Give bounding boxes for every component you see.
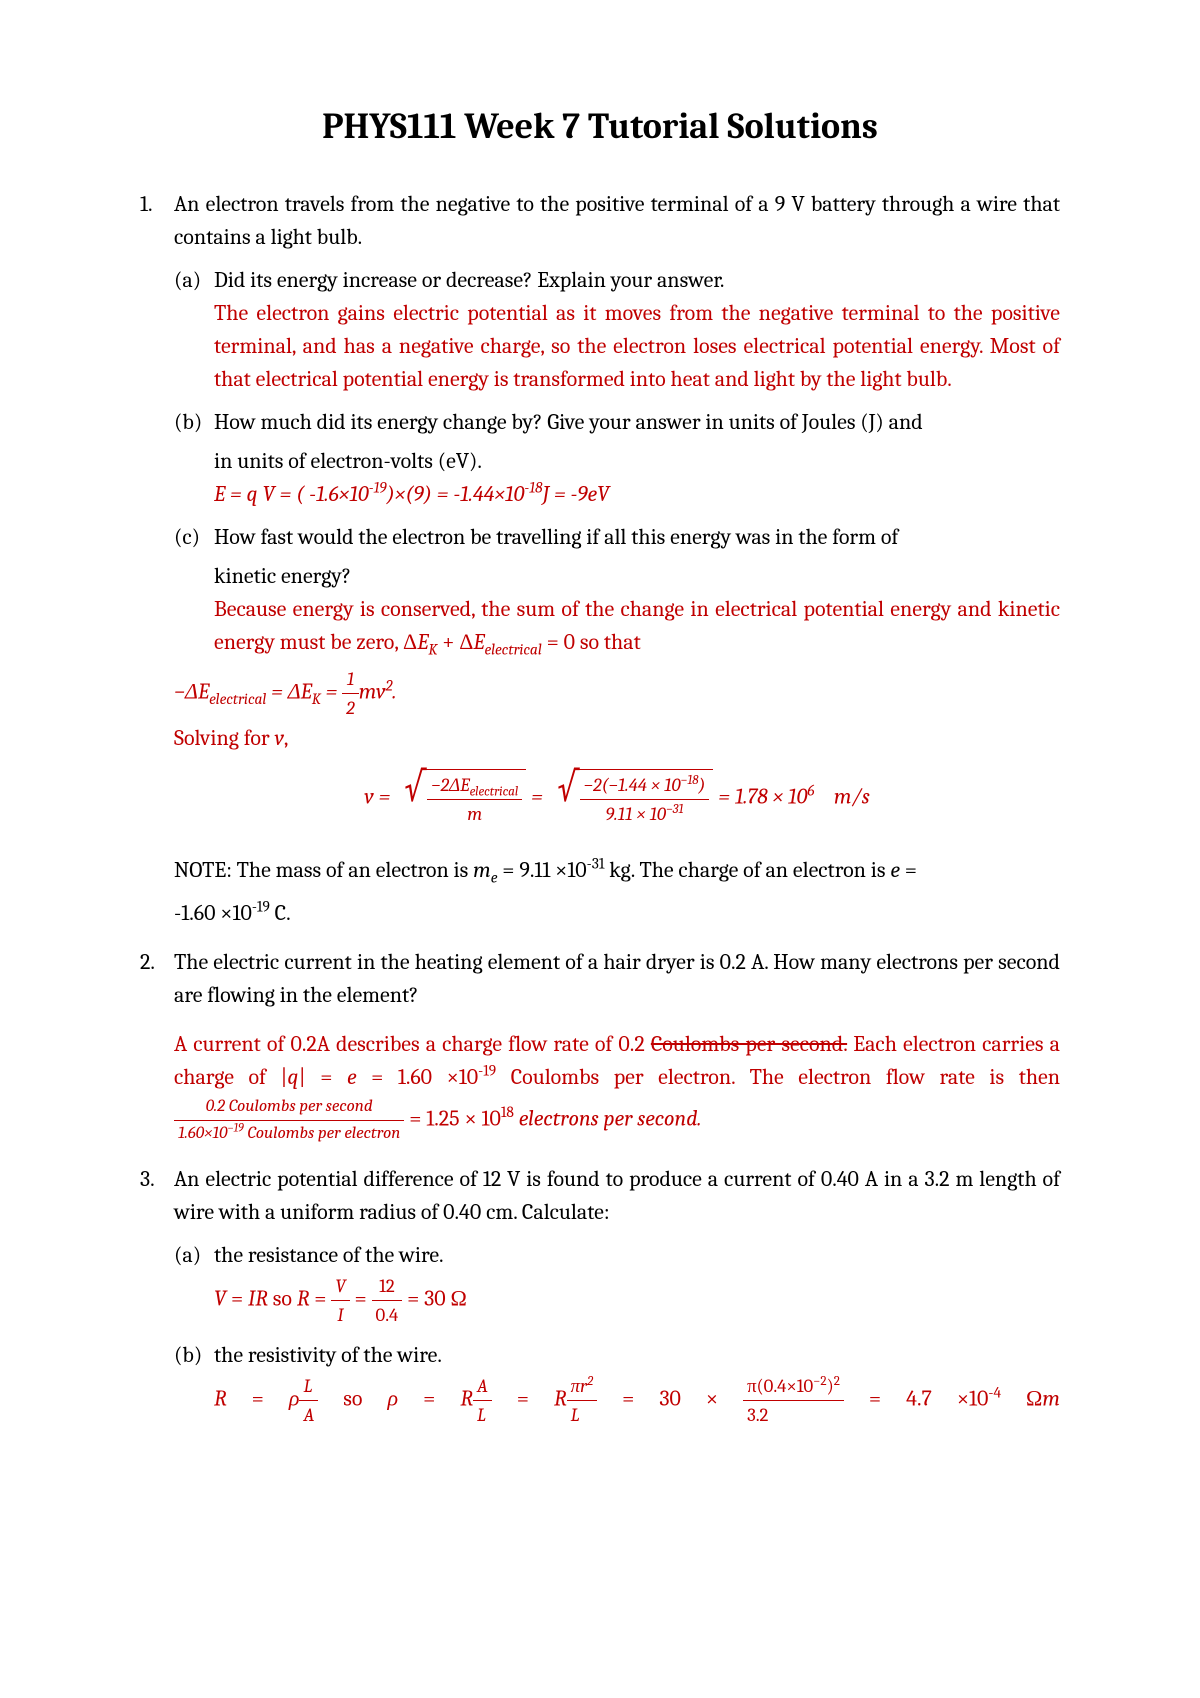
q1c-equation-2: v = √−2ΔEelectricalm = √−2(−1.44 × 10−18…	[174, 769, 1060, 828]
q2-answer: A current of 0.2A describes a charge flo…	[174, 1028, 1060, 1146]
q3a-question: the resistance of the wire.	[214, 1239, 1060, 1272]
q1-note-line1: NOTE: The mass of an electron is me = 9.…	[174, 854, 1060, 887]
q3-number: 3.	[140, 1163, 174, 1435]
q1c-question-line2: kinetic energy?	[214, 560, 1060, 593]
q1b-question-line2: in units of electron-volts (eV).	[214, 445, 1060, 478]
question-2: 2. The electric current in the heating e…	[140, 946, 1060, 1146]
q3a-answer: V = IR so R = VI = 120.4 = 30 Ω	[214, 1272, 1060, 1329]
q1b-answer: E = q V = ( -1.6×10-19)×(9) = -1.44×10-1…	[214, 478, 1060, 511]
q1-text: An electron travels from the negative to…	[174, 188, 1060, 254]
q1-note-line2: -1.60 ×10-19 C.	[174, 897, 1060, 930]
q1a-question: Did its energy increase or decrease? Exp…	[214, 264, 1060, 297]
q3b-question: the resistivity of the wire.	[214, 1339, 1060, 1372]
q1a-label: (a)	[174, 264, 214, 396]
q1c-equation-1: −ΔEelectrical = ΔEK = 12mv2.	[174, 665, 1060, 722]
q1c-answer-text: Because energy is conserved, the sum of …	[214, 593, 1060, 659]
page-title: PHYS111 Week 7 Tutorial Solutions	[140, 100, 1060, 154]
q1-part-b: (b) How much did its energy change by? G…	[174, 406, 1060, 511]
q2-number: 2.	[140, 946, 174, 1146]
q1c-question-line1: How fast would the electron be travellin…	[214, 521, 1060, 554]
q1a-answer: The electron gains electric potential as…	[214, 297, 1060, 396]
q1c-solving: Solving for v,	[174, 722, 1060, 755]
question-1: 1. An electron travels from the negative…	[140, 188, 1060, 930]
q3-part-a: (a) the resistance of the wire. V = IR s…	[174, 1239, 1060, 1329]
q1-number: 1.	[140, 188, 174, 930]
q3-text: An electric potential difference of 12 V…	[174, 1163, 1060, 1229]
q1-part-a: (a) Did its energy increase or decrease?…	[174, 264, 1060, 396]
q1b-question-line1: How much did its energy change by? Give …	[214, 406, 1060, 439]
q2-text: The electric current in the heating elem…	[174, 946, 1060, 1012]
q3a-label: (a)	[174, 1239, 214, 1329]
question-3: 3. An electric potential difference of 1…	[140, 1163, 1060, 1435]
q3-part-b: (b) the resistivity of the wire. R = ρLA…	[174, 1339, 1060, 1429]
q1c-label: (c)	[174, 521, 214, 659]
q1b-label: (b)	[174, 406, 214, 511]
document-page: PHYS111 Week 7 Tutorial Solutions 1. An …	[0, 0, 1200, 1698]
q3b-label: (b)	[174, 1339, 214, 1429]
q1-part-c: (c) How fast would the electron be trave…	[174, 521, 1060, 659]
q3b-answer: R = ρLA so ρ = RAL = Rπr2L = 30 × π(0.4×…	[214, 1372, 1060, 1429]
